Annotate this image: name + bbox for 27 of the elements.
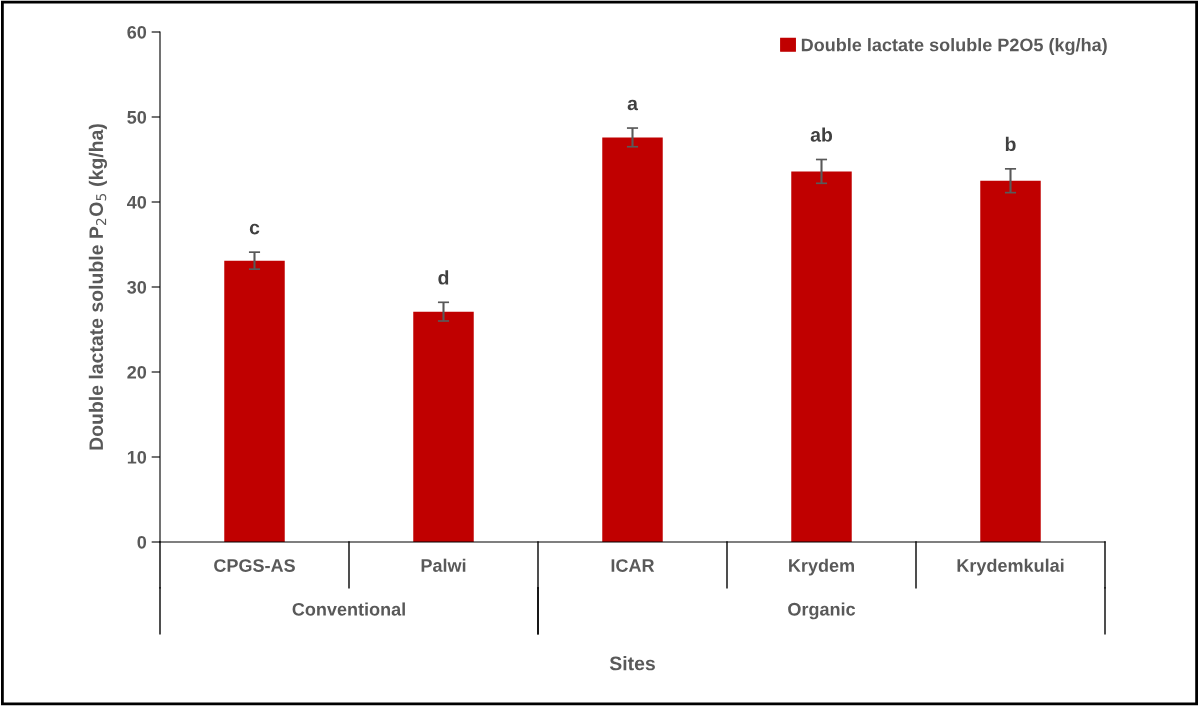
annotation: c <box>249 223 260 235</box>
x-tick-label: Krydemkulai <box>957 558 1064 576</box>
y-tick-label: 60 <box>127 25 147 39</box>
y-tick-label: 20 <box>127 365 147 379</box>
bar <box>791 171 852 542</box>
legend-label: Double lactate soluble P2O5 (kg/ha) <box>801 38 1107 55</box>
bar <box>413 311 474 542</box>
x-tick-label: ICAR <box>611 559 655 572</box>
annotation: d <box>438 270 449 285</box>
y-tick-label: 40 <box>127 195 147 209</box>
y-tick-label: 0 <box>137 535 147 549</box>
x-tick-label: CPGS-AS <box>214 559 295 572</box>
y-tick-label: 50 <box>127 110 147 124</box>
y-tick-label: 10 <box>127 450 147 464</box>
bar <box>602 137 663 542</box>
x-axis-title: Sites <box>609 656 655 671</box>
bar <box>224 260 285 542</box>
y-tick-label: 30 <box>127 280 147 294</box>
y-axis-title: Double lactate soluble P$_{2}$O$_{5}$ (kg/ha) <box>88 124 108 450</box>
text: Conventional <box>292 602 405 616</box>
bar <box>980 180 1041 542</box>
x-tick-label: Krydem <box>789 558 854 576</box>
annotation: ab <box>810 127 833 142</box>
x-tick-label: Palwi <box>421 558 466 572</box>
text: Organic <box>788 602 856 620</box>
annotation: a <box>627 99 639 111</box>
annotation: b <box>1005 136 1016 152</box>
